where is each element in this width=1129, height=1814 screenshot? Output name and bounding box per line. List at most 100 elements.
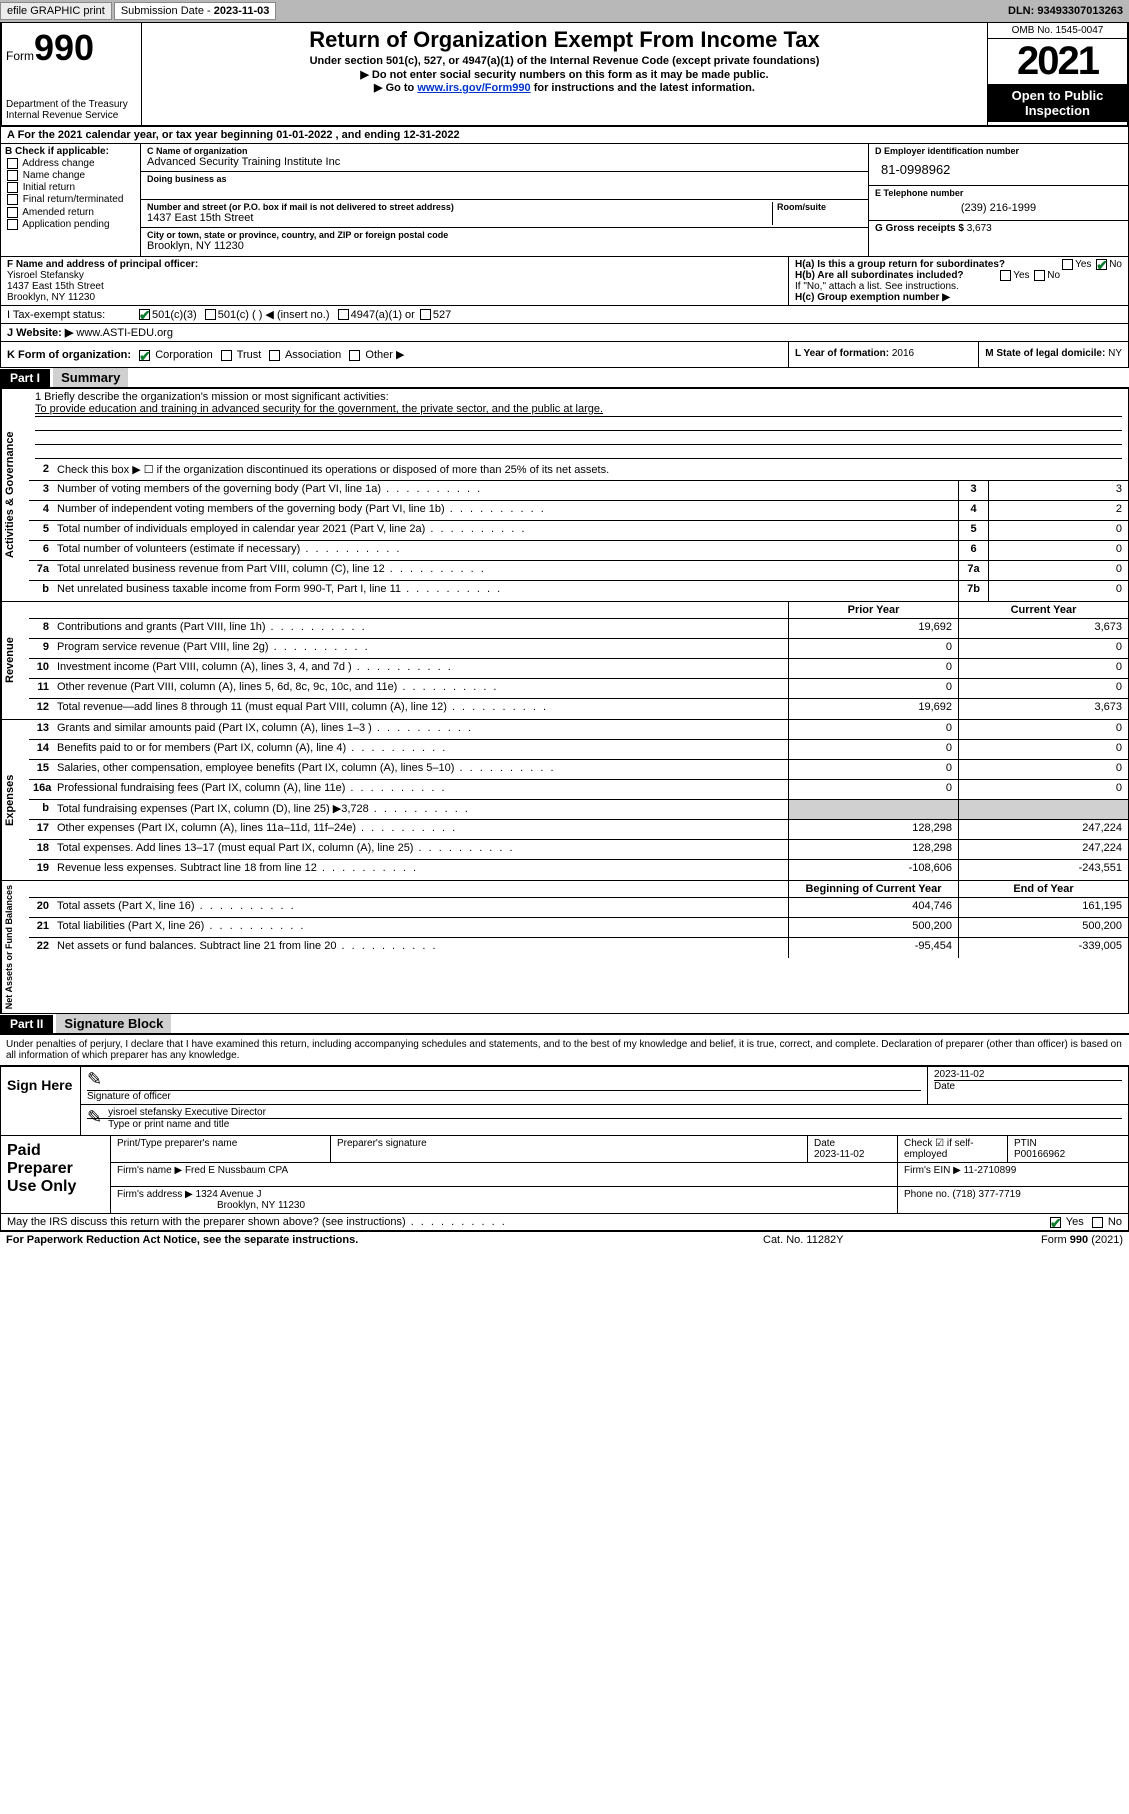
l-label: L Year of formation: — [795, 348, 892, 359]
part1-header: Part I Summary — [0, 368, 1129, 389]
paid-header-row: Print/Type preparer's name Preparer's si… — [111, 1136, 1128, 1163]
subdate-label: Submission Date - — [121, 5, 214, 17]
form-header: Form990 Department of the Treasury Inter… — [0, 22, 1129, 127]
year-formation: L Year of formation: 2016 — [789, 342, 979, 367]
paid-preparer-label: Paid Preparer Use Only — [1, 1136, 111, 1213]
mission-text: To provide education and training in adv… — [35, 403, 1122, 417]
ha-no-check[interactable] — [1096, 259, 1107, 270]
firm-addr-row: Firm's address ▶ 1324 Avenue JBrooklyn, … — [111, 1187, 1128, 1213]
rev-header: Prior Year Current Year — [29, 602, 1128, 619]
org-name: Advanced Security Training Institute Inc — [147, 156, 862, 168]
self-employed-check[interactable]: Check ☑ if self-employed — [898, 1136, 1008, 1162]
opt-corp: Corporation — [155, 349, 212, 361]
check-final-return[interactable]: Final return/terminated — [5, 194, 136, 205]
opt-name: Name change — [23, 170, 85, 181]
opt-amended: Amended return — [22, 207, 94, 218]
check-name-change[interactable]: Name change — [5, 170, 136, 181]
preparer-date-label: Date — [814, 1138, 835, 1149]
part1-tag: Part I — [0, 369, 50, 387]
preparer-name-header: Print/Type preparer's name — [111, 1136, 331, 1162]
gov-line-2: 2Check this box ▶ ☐ if the organization … — [29, 461, 1128, 481]
row-a-text: A For the 2021 calendar year, or tax yea… — [7, 129, 460, 141]
exp-lines-line-b: bTotal fundraising expenses (Part IX, co… — [29, 800, 1128, 820]
hb-yes-check[interactable] — [1000, 270, 1011, 281]
discuss-row: May the IRS discuss this return with the… — [0, 1214, 1129, 1231]
rev-lines-line-12: 12Total revenue—add lines 8 through 11 (… — [29, 699, 1128, 719]
exp-lines-line-14: 14Benefits paid to or for members (Part … — [29, 740, 1128, 760]
ptin-box: PTINP00166962 — [1008, 1136, 1128, 1162]
mission-blank1 — [35, 417, 1122, 431]
website-value: www.ASTI-EDU.org — [76, 327, 173, 339]
firm-name: Fred E Nussbaum CPA — [185, 1165, 288, 1176]
self-emp-label: Check ☑ if self-employed — [904, 1138, 974, 1160]
check-app-pending[interactable]: Application pending — [5, 219, 136, 230]
check-association[interactable] — [269, 350, 280, 361]
end-year-header: End of Year — [958, 881, 1128, 897]
opt-trust: Trust — [237, 349, 262, 361]
org-name-box: C Name of organization Advanced Security… — [141, 144, 868, 172]
dba-box: Doing business as — [141, 172, 868, 200]
row-j-website: J Website: ▶ www.ASTI-EDU.org — [1, 324, 1128, 341]
room-label: Room/suite — [777, 202, 862, 212]
principal-addr2: Brooklyn, NY 11230 — [7, 292, 95, 303]
dln-value: 93493307013263 — [1037, 5, 1123, 17]
street-label: Number and street (or P.O. box if mail i… — [147, 202, 772, 212]
check-amended[interactable]: Amended return — [5, 207, 136, 218]
firm-phone: (718) 377-7719 — [952, 1189, 1020, 1200]
check-501c3[interactable] — [139, 309, 150, 320]
sign-here-block: Sign Here ✎ Signature of officer 2023-11… — [0, 1065, 1129, 1136]
officer-name-label: Type or print name and title — [87, 1119, 1122, 1130]
city-value: Brooklyn, NY 11230 — [147, 240, 862, 252]
check-trust[interactable] — [221, 350, 232, 361]
hb-no-check[interactable] — [1034, 270, 1045, 281]
col-c: C Name of organization Advanced Security… — [141, 144, 1128, 256]
street-box: Number and street (or P.O. box if mail i… — [141, 200, 868, 228]
org-name-label: C Name of organization — [147, 146, 862, 156]
phone-value: (239) 216-1999 — [875, 198, 1122, 218]
footer: For Paperwork Reduction Act Notice, see … — [0, 1231, 1129, 1248]
preparer-date-val: 2023-11-02 — [814, 1149, 864, 1160]
net-lines-line-20: 20Total assets (Part X, line 16)404,7461… — [29, 898, 1128, 918]
ha-no: No — [1109, 259, 1122, 270]
opt-assoc: Association — [285, 349, 341, 361]
footer-catno: Cat. No. 11282Y — [763, 1234, 963, 1246]
officer-name: yisroel stefansky Executive Director — [87, 1107, 1122, 1119]
discuss-yes[interactable] — [1050, 1217, 1061, 1228]
discuss-no[interactable] — [1092, 1217, 1103, 1228]
form-number: Form990 — [6, 27, 137, 69]
part2-header: Part II Signature Block — [0, 1014, 1129, 1035]
mission-blank3 — [35, 445, 1122, 459]
sig-declaration: Under penalties of perjury, I declare th… — [0, 1035, 1129, 1065]
part2-tag: Part II — [0, 1015, 53, 1033]
officer-name-box: ✎ yisroel stefansky Executive Director T… — [81, 1105, 1128, 1135]
irs-link[interactable]: www.irs.gov/Form990 — [417, 82, 530, 94]
ein-label: D Employer identification number — [875, 146, 1122, 156]
header-sub3: ▶ Go to www.irs.gov/Form990 for instruct… — [150, 81, 979, 94]
check-initial-return[interactable]: Initial return — [5, 182, 136, 193]
net-lines-line-22: 22Net assets or fund balances. Subtract … — [29, 938, 1128, 958]
gov-line-3: 3Number of voting members of the governi… — [29, 481, 1128, 501]
check-4947[interactable] — [338, 309, 349, 320]
header-right: OMB No. 1545-0047 2021 Open to Public In… — [987, 23, 1127, 125]
check-corporation[interactable] — [139, 350, 150, 361]
sub3-prefix: ▶ Go to — [374, 82, 417, 94]
opt-initial: Initial return — [23, 182, 75, 193]
ptin-label: PTIN — [1014, 1138, 1037, 1149]
omb-number: OMB No. 1545-0047 — [988, 23, 1127, 39]
ein-box: D Employer identification number 81-0998… — [869, 144, 1128, 186]
gross-label: G Gross receipts $ — [875, 223, 967, 234]
officer-signature[interactable]: ✎ Signature of officer — [81, 1067, 928, 1104]
hb-label: H(b) Are all subordinates included? — [795, 270, 964, 281]
check-501c[interactable] — [205, 309, 216, 320]
ha-yes-check[interactable] — [1062, 259, 1073, 270]
check-other[interactable] — [349, 350, 360, 361]
efile-print-button[interactable]: efile GRAPHIC print — [0, 2, 112, 20]
firm-addr-label: Firm's address ▶ — [117, 1189, 196, 1200]
website-label: J Website: ▶ — [7, 326, 73, 339]
opt-other: Other ▶ — [365, 349, 404, 361]
sig-date-box: 2023-11-02 Date — [928, 1067, 1128, 1104]
check-527[interactable] — [420, 309, 431, 320]
opt-501c: 501(c) ( ) ◀ (insert no.) — [218, 308, 330, 321]
exp-lines-line-15: 15Salaries, other compensation, employee… — [29, 760, 1128, 780]
check-address-change[interactable]: Address change — [5, 158, 136, 169]
